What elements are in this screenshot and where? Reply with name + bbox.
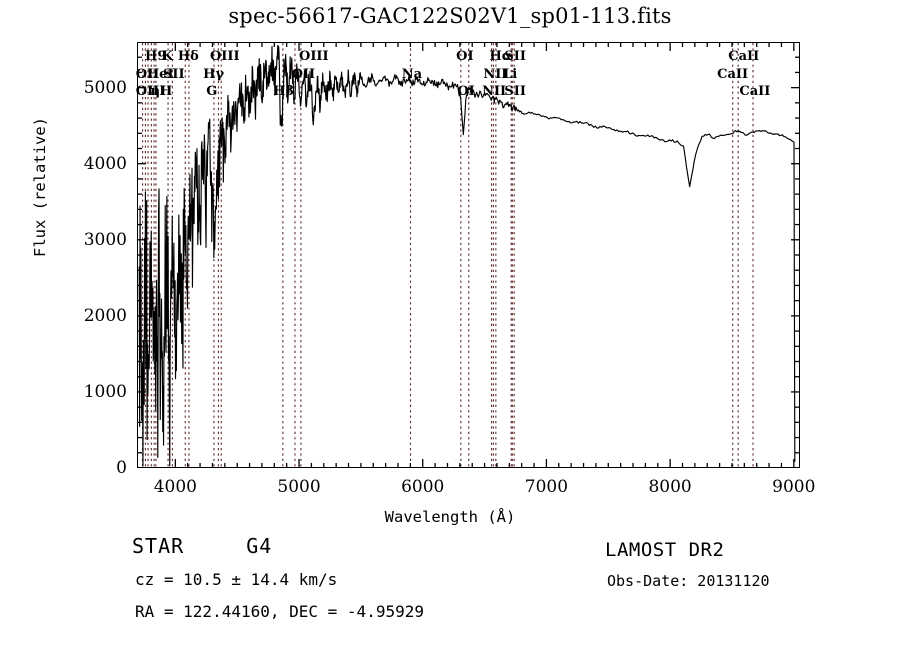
- observation-date: Obs-Date: 20131120: [607, 572, 770, 590]
- spectral-line-label: OIII: [209, 49, 240, 64]
- y-tick-label: 4000: [83, 153, 127, 174]
- page-title: spec-56617-GAC122S02V1_sp01-113.fits: [228, 4, 672, 28]
- spectral-line-label: ηH: [150, 84, 173, 99]
- spectral-line-label: Hδ: [177, 49, 199, 64]
- spectral-line-label: NII: [482, 84, 507, 99]
- x-tick-label: 6000: [401, 477, 445, 497]
- spectral-line-label: OI: [457, 84, 475, 99]
- spectral-line-label: CaII: [739, 84, 771, 99]
- y-tick-label: 1000: [83, 381, 127, 402]
- spectral-line-label: OI: [456, 49, 474, 64]
- spectral-class: G4: [246, 534, 273, 558]
- x-axis-title: Wavelength (Å): [384, 508, 516, 526]
- y-tick-label: 0: [116, 458, 127, 478]
- spectral-line-label: SII: [162, 67, 185, 82]
- x-tick-label: 7000: [524, 477, 569, 497]
- spectral-line-label: HeI: [146, 67, 174, 82]
- radial-velocity: cz = 10.5 ± 14.4 km/s: [135, 570, 338, 589]
- coordinates: RA = 122.44160, DEC = -4.95929: [135, 602, 424, 621]
- spectral-line-label: G: [206, 84, 218, 99]
- spectral-line-label: OII: [135, 67, 160, 82]
- x-tick-label: 5000: [277, 477, 321, 497]
- x-tick-label: 9000: [772, 477, 816, 497]
- spectrum-plot: [137, 42, 800, 468]
- spectral-line-label: K: [161, 49, 174, 64]
- survey-name: LAMOST DR2: [605, 539, 725, 561]
- y-tick-label: 5000: [83, 77, 127, 98]
- object-type: STAR: [132, 534, 185, 558]
- spectral-line-label: CaII: [717, 67, 749, 82]
- plot-canvas: [138, 43, 799, 467]
- object-type-label: STAR G4: [132, 534, 272, 558]
- spectral-line-label: SII: [504, 49, 526, 64]
- spectral-line-label: Hβ: [273, 84, 294, 99]
- spectral-line-label: SII: [504, 84, 526, 99]
- spectrum-svg: [138, 43, 796, 467]
- spectral-line-label: OIII: [299, 49, 329, 64]
- spectral-line-label: Hγ: [203, 67, 225, 82]
- x-tick-label: 4000: [153, 477, 197, 497]
- spectral-line-label: OII: [291, 67, 316, 82]
- y-tick-label: 3000: [83, 229, 127, 250]
- spectral-line-label: Li: [503, 67, 518, 82]
- spectral-line-label: CaII: [728, 49, 760, 64]
- spectral-line-label: Hα: [489, 49, 512, 64]
- x-tick-label: 8000: [648, 477, 692, 497]
- y-axis-title: Flux (relative): [31, 117, 49, 257]
- y-tick-label: 2000: [83, 305, 127, 326]
- spectral-line-label: NII: [483, 67, 508, 82]
- spectral-line-label: H9: [145, 49, 167, 64]
- spectral-line-label: Na: [401, 67, 423, 82]
- spectral-line-label: OIII: [135, 84, 166, 99]
